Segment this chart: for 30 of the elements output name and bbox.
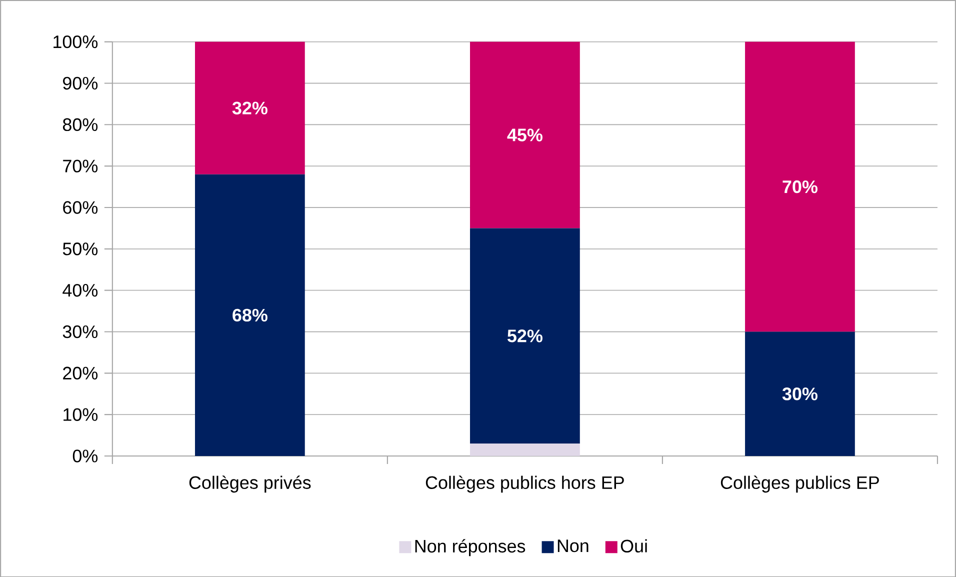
- bar: [470, 228, 580, 444]
- legend-label: Oui: [620, 539, 647, 552]
- bar: [745, 42, 855, 332]
- y-tick-label: 10%: [64, 408, 98, 421]
- bar: [194, 42, 305, 174]
- bar: [470, 42, 580, 228]
- bar: [194, 174, 305, 456]
- y-tick-label: 70%: [63, 160, 98, 172]
- data-label: 68%: [232, 308, 268, 322]
- bar: [470, 443, 580, 456]
- x-tick-label: Collèges publics EP: [720, 475, 879, 492]
- y-tick-label: 100%: [54, 35, 98, 48]
- data-label: 45%: [507, 128, 542, 142]
- data-label: 30%: [782, 387, 818, 400]
- data-label: 70%: [782, 180, 818, 193]
- data-label: 32%: [232, 102, 268, 114]
- y-tick-label: 30%: [62, 325, 98, 338]
- legend-label: Non réponses: [415, 538, 526, 556]
- y-tick-label: 0%: [72, 449, 98, 462]
- y-tick-label: 90%: [63, 76, 98, 90]
- data-label: 52%: [508, 329, 542, 342]
- y-tick-label: 50%: [62, 242, 98, 256]
- y-tick-label: 20%: [63, 366, 98, 380]
- x-tick-label: Collèges publics hors EP: [426, 475, 624, 492]
- legend-label: Non: [558, 539, 588, 552]
- y-tick-label: 60%: [63, 200, 98, 214]
- y-tick-label: 80%: [62, 118, 98, 131]
- x-tick-label: Collèges privés: [189, 475, 311, 492]
- bar: [745, 332, 855, 456]
- y-tick-label: 40%: [62, 284, 98, 296]
